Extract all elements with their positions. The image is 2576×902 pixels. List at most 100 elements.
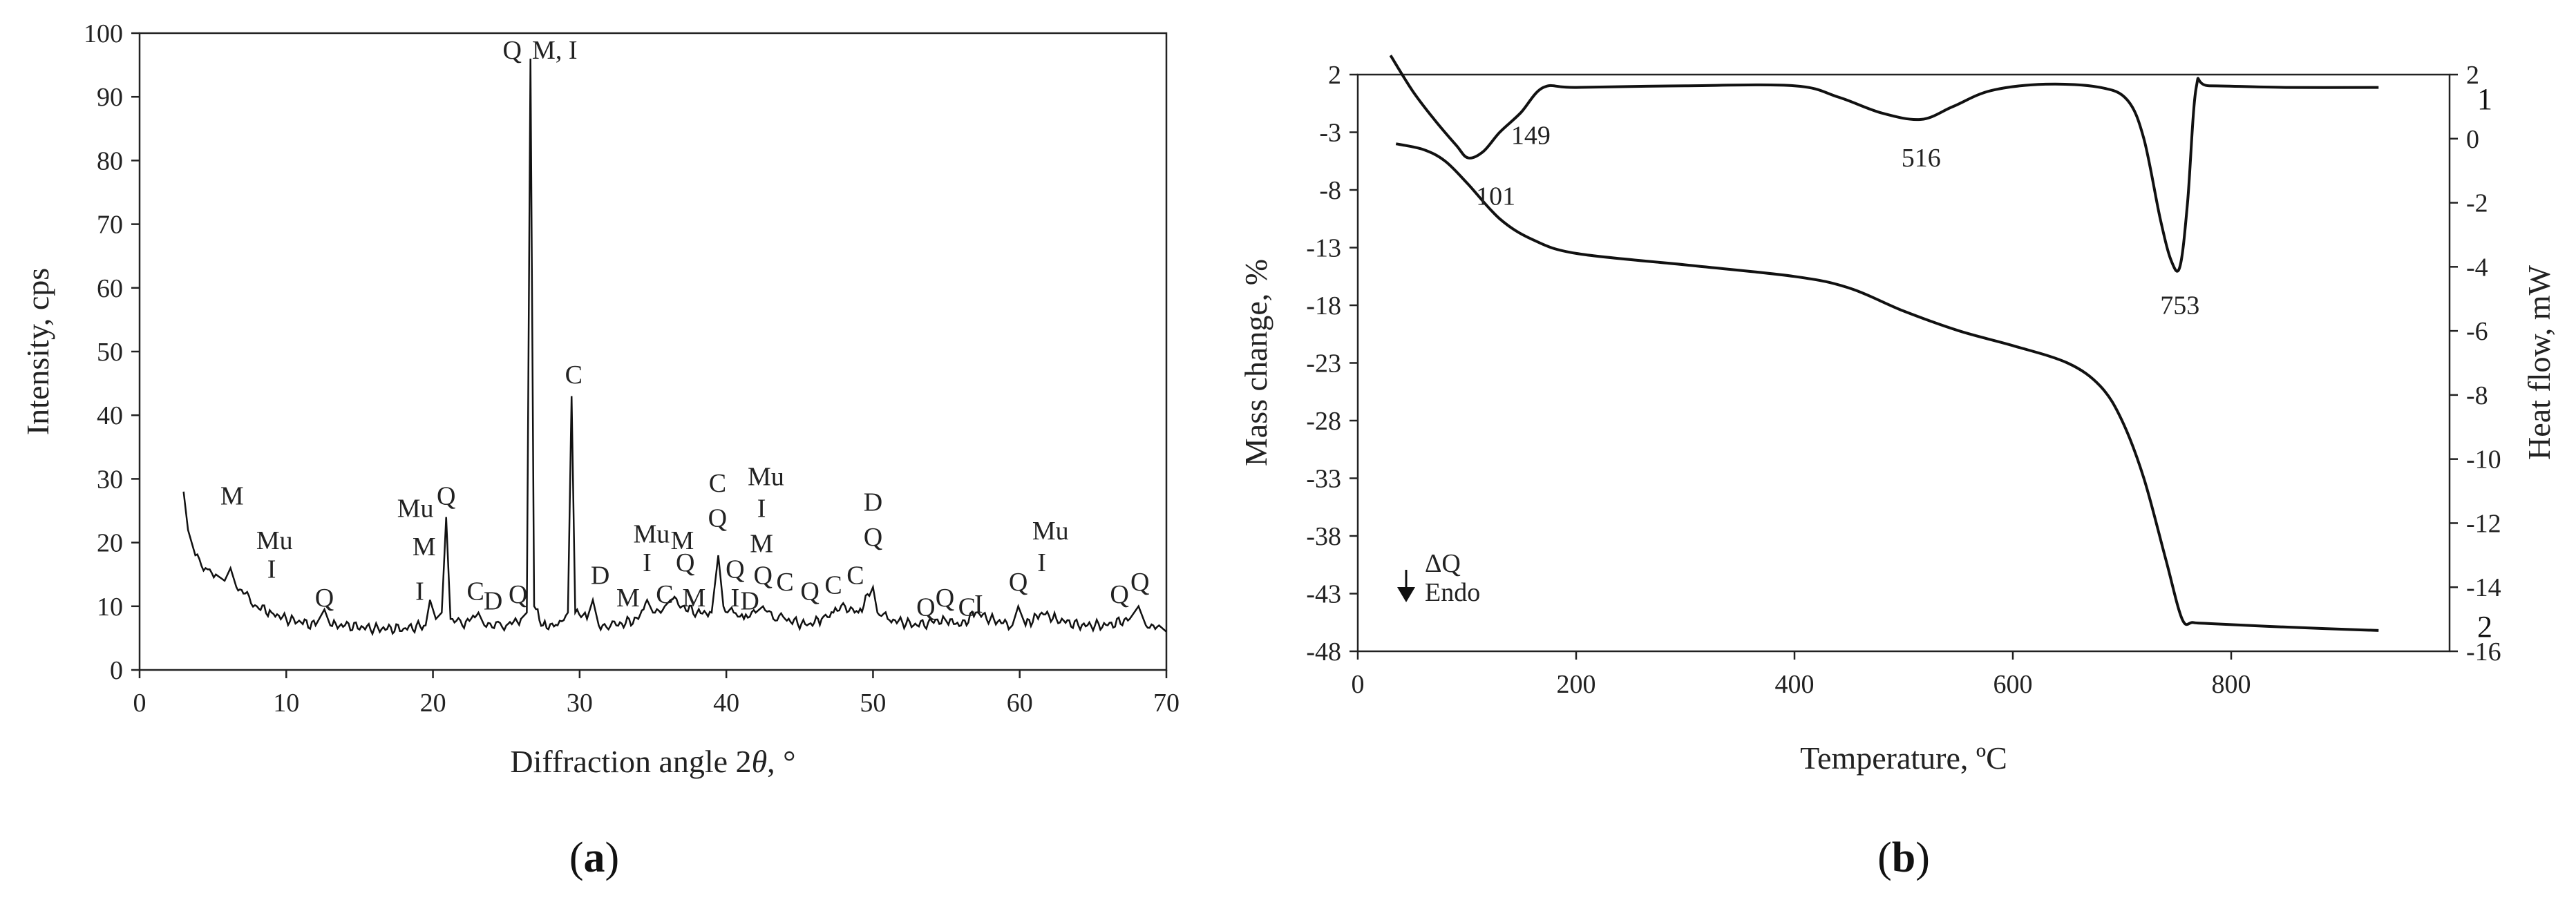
xrd-peak-label: Q	[753, 562, 772, 591]
xrd-peak-label: M	[616, 584, 640, 613]
panel-label-b: (b)	[1877, 834, 1930, 881]
xrd-peak-label: Q	[916, 593, 935, 622]
xrd-peak-label: I	[1037, 548, 1046, 577]
thermal-right-y-tick-label: -14	[2466, 573, 2501, 602]
thermal-left-y-tick-label: -23	[1306, 349, 1341, 378]
xrd-chart: 0 10 20 30 40 50 60 70 80 90 100 0 10 20 30 40 50 60 70 M…	[20, 19, 1180, 881]
thermal-right-y-tick-label: -4	[2466, 253, 2488, 282]
xrd-peak-label: C	[958, 593, 976, 622]
xrd-peak-label: M	[671, 526, 694, 555]
legend-endo: Endo	[1425, 578, 1480, 607]
xrd-peak-label: M	[683, 584, 706, 613]
xrd-peak-label: M	[220, 481, 244, 510]
xrd-y-tick-label: 100	[84, 19, 123, 48]
thermal-x-ticks: 0 200 400 600 800	[1352, 651, 2251, 699]
endo-arrow-icon	[1397, 587, 1415, 602]
thermal-x-tick-label: 400	[1775, 670, 1815, 699]
xrd-y-ticks: 0 10 20 30 40 50 60 70 80 90 100	[84, 19, 140, 685]
endo-legend: ΔQ Endo	[1397, 549, 1480, 607]
xrd-peak-label: Mu	[1032, 517, 1069, 546]
xrd-peak-label: M, I	[532, 36, 577, 65]
thermal-peak-labels: 101 149 516 753	[1476, 122, 2199, 320]
thermal-peak-label: 149	[1511, 122, 1551, 151]
xrd-peak-label: Q	[936, 584, 954, 613]
xrd-peak-label: D	[864, 488, 882, 517]
xrd-x-tick-label: 50	[860, 689, 886, 718]
xrd-y-tick-label: 20	[97, 529, 123, 558]
thermal-x-tick-label: 200	[1557, 670, 1596, 699]
xrd-x-tick-label: 60	[1007, 689, 1033, 718]
thermal-peak-label: 101	[1476, 182, 1515, 211]
xrd-y-axis-title: Intensity, cps	[20, 268, 55, 435]
xrd-peak-label: C	[565, 361, 583, 390]
thermal-left-y-tick-label: -13	[1306, 234, 1341, 263]
thermal-right-y-tick-label: -10	[2466, 445, 2501, 474]
thermal-x-tick-label: 800	[2212, 670, 2251, 699]
xrd-peak-label: D	[740, 586, 759, 615]
xrd-peak-label: Q	[864, 523, 882, 552]
xrd-peak-label: C	[709, 469, 726, 498]
heat-flow-line	[1389, 55, 2379, 273]
thermal-right-y-tick-label: 2	[2466, 61, 2479, 90]
xrd-peak-label: D	[484, 586, 502, 615]
xrd-peak-label: Mu	[633, 520, 670, 549]
xrd-peak-label: M	[413, 532, 436, 562]
xrd-peak-label: M	[750, 529, 773, 558]
thermal-left-y-tick-label: -48	[1306, 637, 1341, 666]
xrd-peak-label: Q	[509, 580, 527, 609]
xrd-peak-label: C	[466, 577, 484, 606]
thermal-left-y-axis-title: Mass change, %	[1238, 259, 1273, 466]
thermal-x-axis-title: Temperature, ºC	[1800, 740, 2007, 776]
xrd-y-tick-label: 80	[97, 146, 123, 175]
mass-change-line	[1395, 142, 2379, 632]
xrd-x-tick-label: 70	[1153, 689, 1180, 718]
xrd-x-tick-label: 0	[133, 689, 146, 718]
series-label-2: 2	[2477, 610, 2492, 644]
xrd-peak-label: C	[776, 568, 793, 597]
thermal-right-y-tick-label: -16	[2466, 637, 2501, 666]
thermal-right-y-ticks: 2 0 -2 -4 -6 -8 -10 -12 -14 -16	[2450, 61, 2501, 666]
xrd-peak-label: I	[267, 555, 276, 584]
xrd-x-tick-label: 20	[420, 689, 446, 718]
xrd-y-tick-label: 30	[97, 465, 123, 494]
thermal-x-tick-label: 600	[1993, 670, 2033, 699]
thermal-right-y-tick-label: 0	[2466, 125, 2479, 154]
xrd-peak-label: D	[591, 562, 609, 591]
xrd-y-tick-label: 40	[97, 401, 123, 430]
thermal-right-y-tick-label: -6	[2466, 317, 2488, 346]
thermal-right-y-tick-label: -8	[2466, 381, 2488, 410]
xrd-peak-label: Q	[1130, 568, 1149, 597]
xrd-y-tick-label: 60	[97, 274, 123, 303]
xrd-y-tick-label: 50	[97, 338, 123, 367]
xrd-x-axis-title: Diffraction angle 2θ, °	[510, 744, 795, 779]
xrd-peak-label: Q	[437, 481, 455, 510]
thermal-chart: 2 -3 -8 -13 -18 -23 -28 -33 -38 -43 -48 2 0 -2 -4 -6 -8…	[1238, 55, 2557, 881]
xrd-peak-label: I	[757, 495, 766, 524]
xrd-peak-label: Mu	[256, 526, 293, 555]
xrd-y-tick-label: 90	[97, 83, 123, 112]
xrd-x-tick-label: 10	[273, 689, 299, 718]
thermal-peak-label: 753	[2160, 291, 2199, 320]
thermal-left-y-tick-label: -3	[1319, 119, 1341, 148]
xrd-peak-label: I	[415, 577, 424, 606]
xrd-peak-label: Q	[315, 584, 334, 613]
series-label-1: 1	[2477, 82, 2492, 116]
thermal-x-tick-label: 0	[1352, 670, 1365, 699]
xrd-y-tick-label: 10	[97, 593, 123, 622]
xrd-peak-label: Q	[708, 504, 727, 533]
xrd-peak-label: Mu	[748, 463, 784, 492]
xrd-peak-label: Q	[676, 548, 694, 577]
xrd-peak-label: Q	[502, 36, 521, 65]
legend-delta-q: ΔQ	[1425, 549, 1461, 578]
xrd-y-tick-label: 70	[97, 211, 123, 240]
panel-label-a: (a)	[569, 834, 619, 881]
xrd-series-line	[182, 58, 1167, 637]
thermal-peak-label: 516	[1902, 144, 1941, 173]
thermal-left-y-tick-label: -18	[1306, 291, 1341, 320]
xrd-peak-label: Q	[1009, 568, 1027, 597]
thermal-left-y-tick-label: -8	[1319, 176, 1341, 205]
xrd-peak-label: C	[656, 580, 673, 609]
xrd-peak-label: C	[824, 570, 842, 599]
thermal-left-y-tick-label: -43	[1306, 580, 1341, 609]
